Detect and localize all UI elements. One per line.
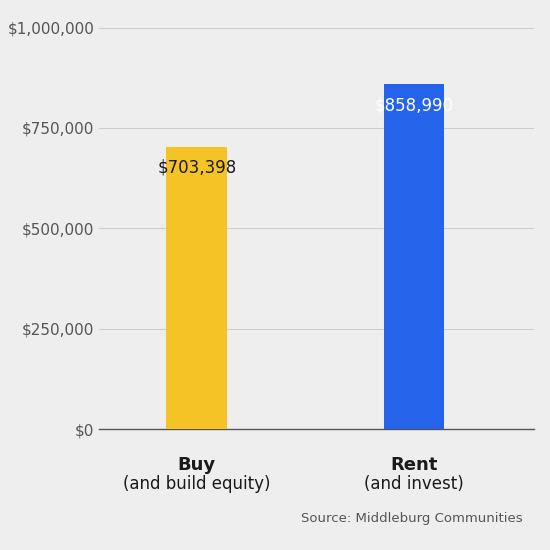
Bar — [383, 84, 444, 429]
Text: (and invest): (and invest) — [364, 475, 464, 493]
Text: Buy: Buy — [178, 456, 216, 474]
Bar — [166, 147, 227, 429]
Text: Rent: Rent — [390, 456, 438, 474]
Text: Source: Middleburg Communities: Source: Middleburg Communities — [301, 512, 522, 525]
Text: $858,990: $858,990 — [375, 96, 454, 114]
Text: (and build equity): (and build equity) — [123, 475, 271, 493]
Text: $703,398: $703,398 — [157, 158, 236, 177]
